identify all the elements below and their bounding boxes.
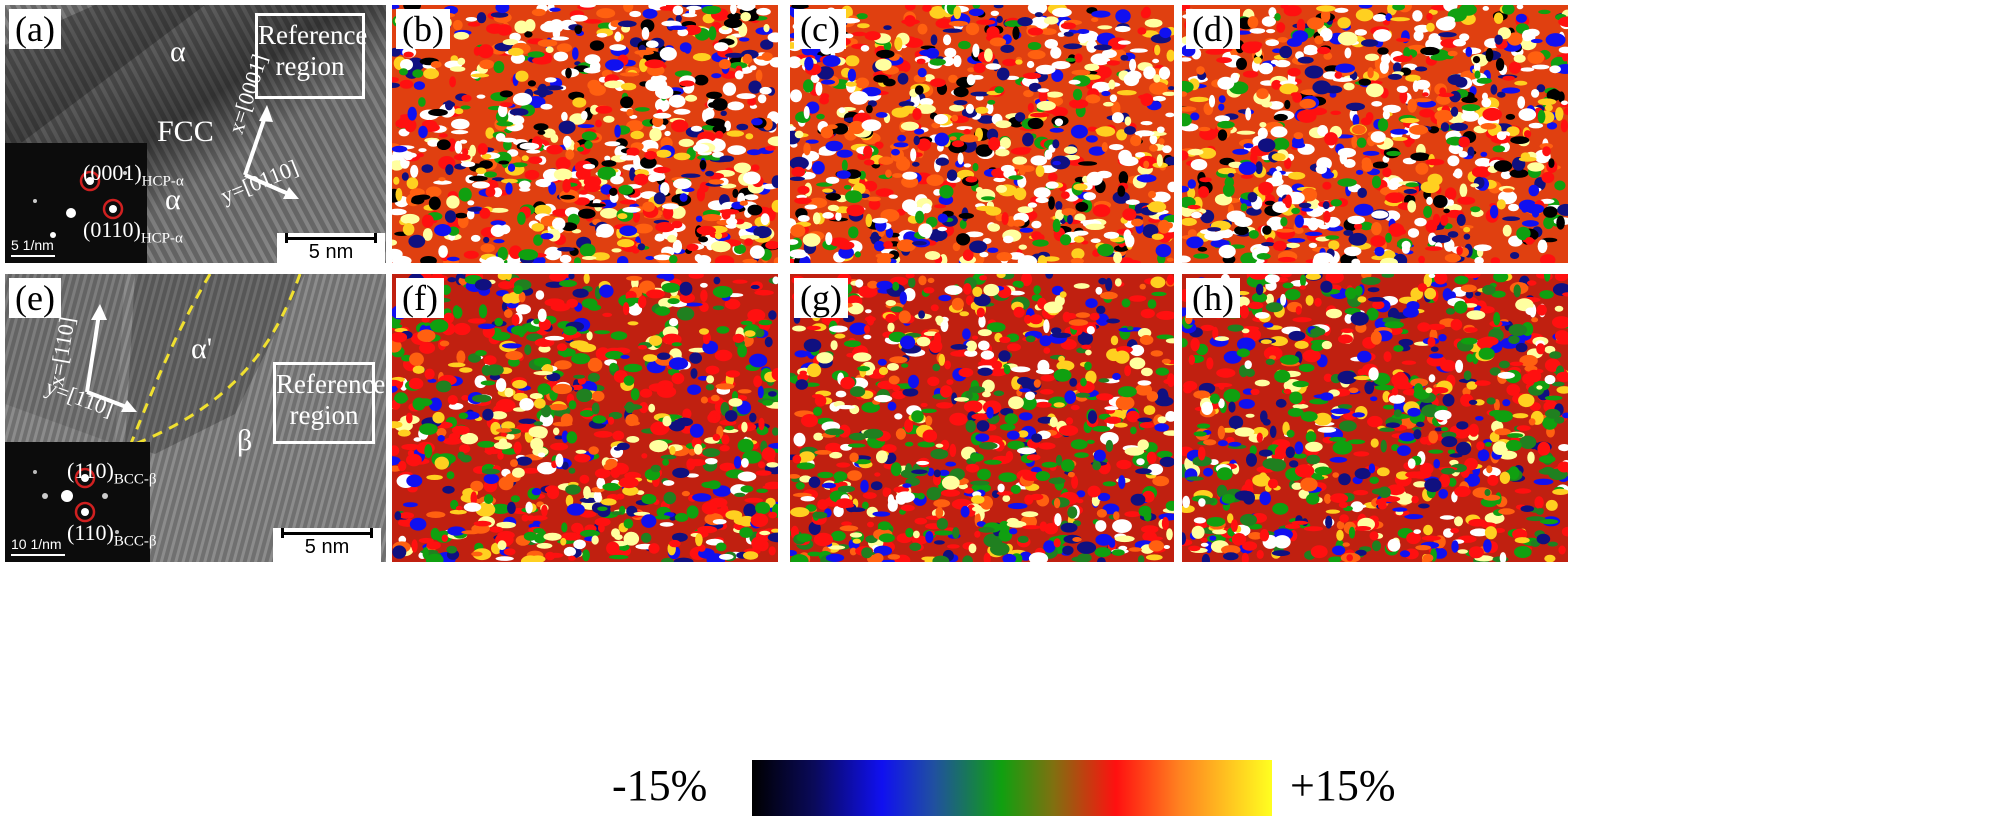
panel-c-strain-map: (c) [790,5,1174,263]
reference-region-box-e: Reference region [273,362,386,444]
strain-texture [790,5,1174,263]
reference-region-box: Reference region [255,13,368,99]
scale-bar-e: 5 nm [273,528,381,562]
panel-e-hrtem: (e) α' β Reference region x=[110] y=[110… [5,274,386,562]
reference-text-line1-e: Reference [276,369,386,399]
fft-spot-label-0001: (0001)HCP-α [83,160,184,190]
strain-texture [392,5,778,263]
panel-label-e: (e) [9,278,61,318]
panel-h-strain-map: (h) [1182,274,1568,562]
panel-b-strain-map: (b) [392,5,778,263]
reference-text-line2-e: region [289,400,359,430]
spot-index-110: (110) [67,458,114,483]
panel-label-c: (c) [794,9,846,49]
strain-colorbar [752,760,1272,816]
fft-pattern-e [33,467,119,534]
panel-label-a: (a) [9,9,61,49]
phase-label-alpha-top: α [170,35,186,68]
fft-inset-e [5,442,150,562]
crystal-axes-e [85,304,137,412]
fft-scale-a: 5 1/nm [11,237,55,257]
fft-scale-text-e: 10 1/nm [11,536,62,552]
strain-texture [392,274,778,562]
scale-bar-a: 5 nm [277,233,385,263]
scale-bar-text-e: 5 nm [304,536,350,558]
reference-text-line2: region [275,51,345,81]
fft-scale-e: 10 1/nm [11,536,65,556]
panel-label-h: (h) [1186,278,1240,318]
strain-texture [1182,274,1568,562]
spot-index-0001: (0001) [83,160,142,185]
strain-texture [790,274,1174,562]
scale-bar-text-a: 5 nm [308,241,354,263]
phase-label-fcc: FCC [157,115,214,148]
panel-label-f: (f) [396,278,444,318]
reference-text-line1: Reference [258,20,368,50]
spot-phase-hcp-1: HCP-α [141,173,184,190]
fft-inset-a [5,143,147,263]
spot-phase-hcp-2: HCP-α [140,230,183,247]
panel-g-strain-map: (g) [790,274,1174,562]
spot-phase-bcc-1: BCC-β [113,471,157,488]
panel-d-strain-map: (d) [1182,5,1568,263]
spot-phase-bcc-2: BCC-β [113,533,157,550]
panel-label-g: (g) [794,278,848,318]
fft-spot-label-0110: (0110)HCP-α [83,217,183,247]
fft-spot-label-1-10: (110)BCC-β [67,520,157,550]
phase-label-alpha-bottom: α [165,183,181,216]
spot-index-1-10: (110) [67,520,114,545]
crystal-axes-a [243,105,299,199]
panel-label-d: (d) [1186,9,1240,49]
panel-f-strain-map: (f) [392,274,778,562]
colorbar-max-label: +15% [1290,761,1396,810]
colorbar-min-label: -15% [612,761,708,810]
phase-label-beta: β [237,424,253,457]
strain-texture [1182,5,1568,263]
panel-label-b: (b) [396,9,450,49]
panel-a-hrtem: (a) α FCC α Reference region x=[0001] y=… [5,5,386,263]
fft-scale-text-a: 5 1/nm [11,237,54,253]
fft-spot-label-110: (110)BCC-β [67,458,157,488]
phase-label-alpha-prime: α' [191,332,213,365]
fft-pattern-a [33,170,127,238]
spot-index-0110: (0110) [83,217,141,242]
